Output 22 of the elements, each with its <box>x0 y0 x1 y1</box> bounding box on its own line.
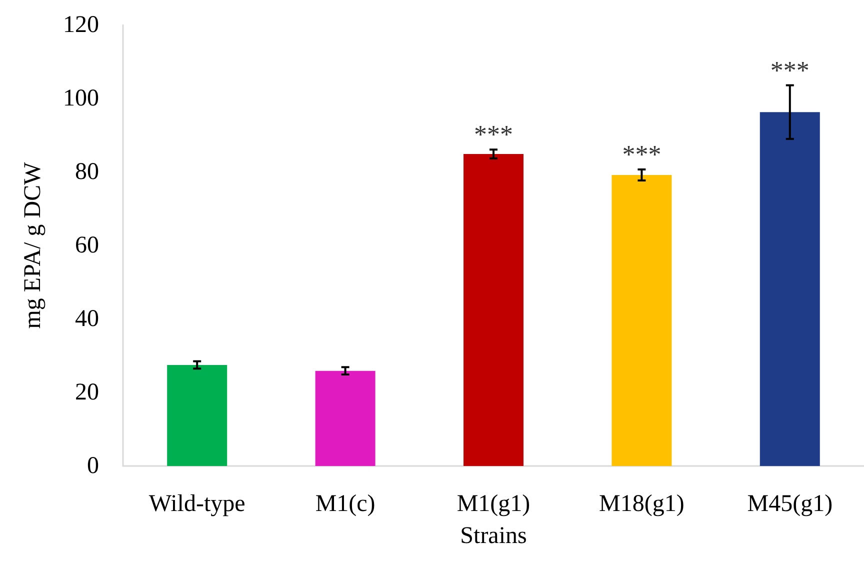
y-tick-label: 120 <box>63 12 99 38</box>
annotation: *** <box>622 140 662 169</box>
bar <box>315 370 376 466</box>
annotation: *** <box>770 56 810 85</box>
y-tick-label: 60 <box>75 232 99 258</box>
x-tick-label: Wild-type <box>148 491 246 517</box>
y-tick-label: 0 <box>87 453 99 479</box>
annotation: *** <box>474 120 513 150</box>
bar <box>612 174 672 466</box>
x-tick-label: M1(g1) <box>456 491 530 517</box>
bar <box>760 112 820 466</box>
bar <box>167 364 228 466</box>
x-tick-label: M45(g1) <box>747 491 833 517</box>
y-tick-label: 100 <box>63 86 99 112</box>
bar <box>464 154 524 466</box>
y-axis-title: mg EPA/ g DCW <box>20 162 46 329</box>
x-tick-label: M18(g1) <box>599 491 684 517</box>
y-tick-label: 40 <box>75 306 99 332</box>
y-tick-label: 20 <box>75 380 99 406</box>
x-axis-title: Strains <box>460 523 527 549</box>
y-tick-label: 80 <box>75 159 99 185</box>
x-tick-label: M1(c) <box>315 491 376 517</box>
